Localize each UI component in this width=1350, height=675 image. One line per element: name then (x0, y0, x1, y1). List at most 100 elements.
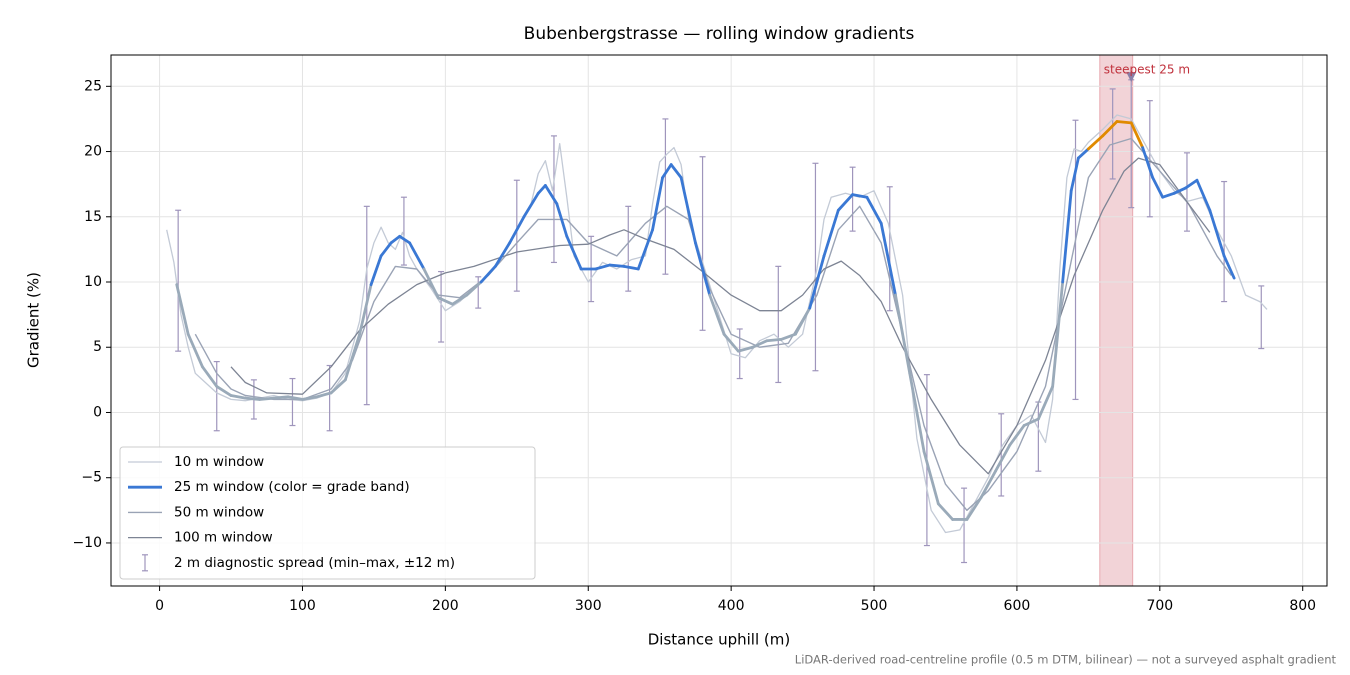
error-bar (475, 276, 482, 309)
error-bar (699, 156, 706, 331)
line-segment (661, 163, 673, 180)
line-segment (794, 306, 812, 336)
line-segment (608, 263, 626, 268)
line-segment (1151, 176, 1165, 199)
error-bar (812, 162, 819, 372)
y-tick-label: −5 (81, 470, 102, 486)
chart-title: Bubenbergstrasse — rolling window gradie… (524, 24, 915, 44)
line-segment (215, 384, 233, 397)
line-segment (1172, 186, 1187, 195)
line-segment (779, 332, 797, 341)
line-segment (315, 391, 333, 399)
line-segment (436, 296, 454, 306)
x-tick-label: 500 (861, 598, 888, 614)
line-segment (186, 332, 204, 369)
line-segment (1222, 254, 1236, 280)
line-segment (894, 293, 912, 375)
line-segment (808, 254, 826, 310)
error-bar (998, 413, 1005, 497)
x-tick-label: 0 (155, 598, 164, 614)
annotation-text: steepest 25 m (1104, 63, 1190, 77)
y-tick-label: −10 (72, 535, 102, 551)
line-segment (593, 263, 612, 271)
line-segment (722, 332, 740, 353)
error-bar (513, 179, 520, 292)
line-segment (555, 202, 569, 238)
x-tick-label: 200 (432, 598, 459, 614)
line-segment (965, 495, 983, 521)
x-axis-label: Distance uphill (m) (648, 631, 790, 649)
error-bar (849, 166, 856, 232)
line-segment (622, 264, 640, 271)
line-segment (636, 228, 654, 271)
line-segment (465, 280, 483, 297)
line-segment (1051, 280, 1065, 388)
line-segment (1036, 384, 1055, 421)
line-segment (565, 234, 583, 271)
line-segment (936, 502, 955, 521)
line-segment (1195, 178, 1212, 212)
line-segment (1086, 134, 1105, 151)
line-segment (493, 241, 512, 268)
error-bar (775, 265, 782, 384)
line-segment (851, 193, 869, 199)
line-segment (1008, 424, 1026, 447)
line-segment (272, 395, 290, 400)
x-tick-label: 100 (289, 598, 316, 614)
line-segment (286, 395, 304, 401)
series-line (166, 114, 1268, 534)
error-bar (886, 186, 893, 312)
line-segment (389, 234, 402, 245)
annotation-marker (1126, 72, 1137, 83)
line-segment (1022, 417, 1040, 427)
line-segment (1129, 121, 1145, 150)
line-segment (379, 241, 393, 258)
error-bar (736, 328, 743, 380)
line-segment (369, 254, 383, 287)
line-segment (908, 371, 926, 454)
line-segment (669, 163, 683, 180)
y-tick-label: 0 (93, 404, 102, 420)
line-segment (736, 345, 754, 353)
x-tick-label: 300 (575, 598, 602, 614)
line-segment (708, 293, 726, 336)
legend-label: 100 m window (174, 530, 273, 546)
legend-label: 25 m window (color = grade band) (174, 479, 410, 495)
error-bar (662, 118, 669, 275)
line-segment (836, 193, 855, 212)
line-segment (1184, 178, 1199, 190)
line-segment (865, 195, 883, 225)
line-segment (229, 394, 247, 400)
line-segment (201, 365, 219, 388)
line-segment (479, 264, 497, 284)
line-segment (1061, 189, 1073, 284)
x-tick-label: 700 (1146, 598, 1173, 614)
x-tick-label: 800 (1289, 598, 1316, 614)
legend-box (119, 446, 536, 580)
line-segment (451, 293, 469, 306)
line-segment (358, 283, 373, 336)
line-segment (243, 396, 262, 401)
error-bar (438, 270, 445, 343)
line-segment (765, 338, 783, 343)
line-segment (536, 184, 547, 195)
error-bar (961, 487, 968, 564)
line-segment (1076, 147, 1090, 160)
series-line (230, 157, 1211, 475)
y-tick-label: 10 (84, 274, 102, 290)
line-segment (822, 208, 840, 258)
line-segment (1161, 191, 1176, 199)
line-segment (1069, 156, 1080, 193)
line-segment (543, 184, 559, 206)
y-tick-label: 25 (84, 78, 102, 94)
line-segment (694, 241, 712, 297)
line-segment (522, 191, 540, 219)
y-axis-label: Gradient (%) (25, 272, 43, 368)
line-segment (679, 176, 697, 245)
legend-label: 2 m diagnostic spread (min–max, ±12 m) (174, 555, 455, 571)
x-tick-label: 600 (1004, 598, 1031, 614)
error-bar (289, 377, 296, 427)
line-segment (508, 215, 526, 245)
y-tick-label: 15 (84, 209, 102, 225)
